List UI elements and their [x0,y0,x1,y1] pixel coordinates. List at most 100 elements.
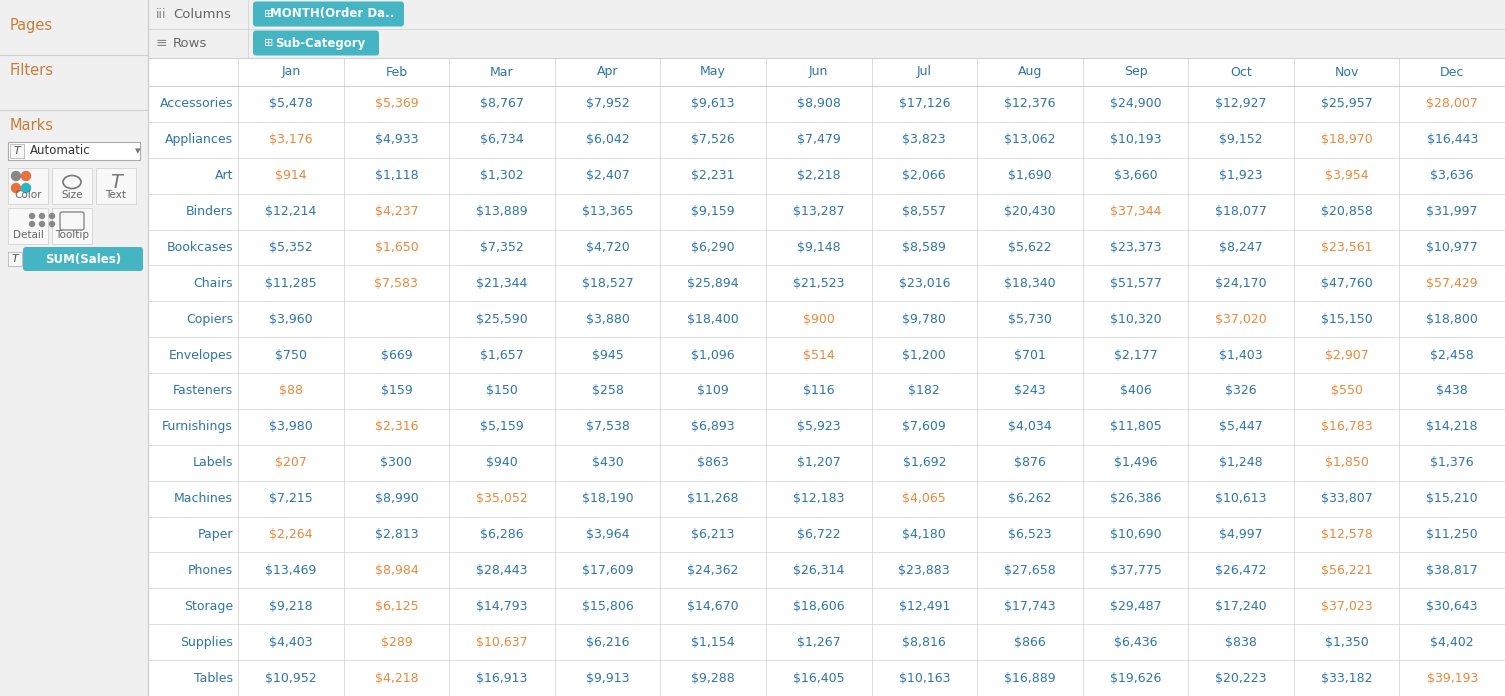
Text: $150: $150 [486,384,518,397]
Text: $12,927: $12,927 [1216,97,1267,111]
Text: $25,894: $25,894 [688,277,739,290]
Text: ≡: ≡ [157,36,167,51]
Text: $4,218: $4,218 [375,672,418,685]
Text: $18,400: $18,400 [688,313,739,326]
Text: $406: $406 [1120,384,1151,397]
Text: $23,883: $23,883 [898,564,950,577]
Text: $12,376: $12,376 [1004,97,1055,111]
Text: $1,118: $1,118 [375,169,418,182]
Text: $750: $750 [275,349,307,362]
Text: $21,523: $21,523 [793,277,844,290]
Text: $10,690: $10,690 [1109,528,1162,541]
Text: $2,177: $2,177 [1114,349,1157,362]
Text: $1,302: $1,302 [480,169,524,182]
Text: $37,775: $37,775 [1109,564,1162,577]
Text: $4,997: $4,997 [1219,528,1263,541]
Text: $15,210: $15,210 [1427,492,1478,505]
Text: $18,077: $18,077 [1215,205,1267,218]
Text: $3,660: $3,660 [1114,169,1157,182]
Text: $9,913: $9,913 [585,672,629,685]
Text: $12,491: $12,491 [898,600,950,612]
Text: $5,923: $5,923 [796,420,840,434]
Text: $1,923: $1,923 [1219,169,1263,182]
Text: $4,933: $4,933 [375,134,418,146]
Text: $7,526: $7,526 [691,134,734,146]
Text: $9,148: $9,148 [796,241,840,254]
Text: $669: $669 [381,349,412,362]
Text: $8,984: $8,984 [375,564,418,577]
Text: T: T [110,173,122,191]
Text: $17,126: $17,126 [898,97,950,111]
Text: Pages: Pages [11,18,53,33]
Text: $33,182: $33,182 [1321,672,1373,685]
Text: $10,320: $10,320 [1109,313,1162,326]
Text: $24,900: $24,900 [1109,97,1162,111]
Text: $6,734: $6,734 [480,134,524,146]
Text: $9,152: $9,152 [1219,134,1263,146]
Text: May: May [700,65,725,79]
Text: $8,816: $8,816 [903,635,947,649]
Circle shape [39,221,45,226]
Text: MONTH(Order Da..: MONTH(Order Da.. [271,8,394,20]
Text: $24,170: $24,170 [1215,277,1267,290]
Text: $258: $258 [591,384,623,397]
Text: $1,207: $1,207 [796,457,841,469]
Text: $5,352: $5,352 [269,241,313,254]
Text: $5,447: $5,447 [1219,420,1263,434]
Text: $47,760: $47,760 [1321,277,1373,290]
Text: $8,589: $8,589 [903,241,947,254]
Text: $17,240: $17,240 [1215,600,1267,612]
Text: $16,405: $16,405 [793,672,844,685]
Text: $17,743: $17,743 [1004,600,1055,612]
Text: $876: $876 [1014,457,1046,469]
Text: Feb: Feb [385,65,408,79]
Text: SUM(Sales): SUM(Sales) [45,253,120,265]
Text: $38,817: $38,817 [1427,564,1478,577]
Text: $5,159: $5,159 [480,420,524,434]
Text: $4,403: $4,403 [269,635,313,649]
Text: $3,636: $3,636 [1430,169,1473,182]
FancyBboxPatch shape [53,208,92,244]
Circle shape [21,171,30,180]
Text: $20,430: $20,430 [1004,205,1055,218]
Text: $23,373: $23,373 [1109,241,1162,254]
Text: Nov: Nov [1335,65,1359,79]
Text: $159: $159 [381,384,412,397]
Circle shape [12,184,21,193]
Text: $2,231: $2,231 [691,169,734,182]
Text: Sep: Sep [1124,65,1147,79]
Text: Storage: Storage [184,600,233,612]
Text: $326: $326 [1225,384,1257,397]
Text: $8,767: $8,767 [480,97,524,111]
Text: $1,376: $1,376 [1430,457,1473,469]
Text: $27,658: $27,658 [1004,564,1055,577]
Circle shape [21,184,30,193]
Text: Sub-Category: Sub-Category [275,36,366,49]
Text: T: T [12,254,18,264]
Text: Tables: Tables [194,672,233,685]
Text: $2,264: $2,264 [269,528,313,541]
Text: $57,429: $57,429 [1427,277,1478,290]
Text: $6,262: $6,262 [1008,492,1052,505]
Text: $5,622: $5,622 [1008,241,1052,254]
Bar [11,144,24,158]
Text: $6,893: $6,893 [691,420,734,434]
Text: $14,670: $14,670 [688,600,739,612]
Circle shape [50,221,54,226]
Text: $8,908: $8,908 [796,97,841,111]
Text: $8,557: $8,557 [903,205,947,218]
Text: $7,215: $7,215 [269,492,313,505]
Text: Aug: Aug [1017,65,1041,79]
Text: $109: $109 [697,384,728,397]
Text: $3,176: $3,176 [269,134,313,146]
Text: $12,183: $12,183 [793,492,844,505]
Text: $17,609: $17,609 [582,564,634,577]
Text: $1,650: $1,650 [375,241,418,254]
FancyBboxPatch shape [53,168,92,204]
Text: $10,952: $10,952 [265,672,316,685]
Circle shape [30,214,35,219]
Text: $24,362: $24,362 [688,564,739,577]
Text: Detail: Detail [12,230,44,240]
Text: $37,344: $37,344 [1109,205,1162,218]
Text: Fasteners: Fasteners [173,384,233,397]
